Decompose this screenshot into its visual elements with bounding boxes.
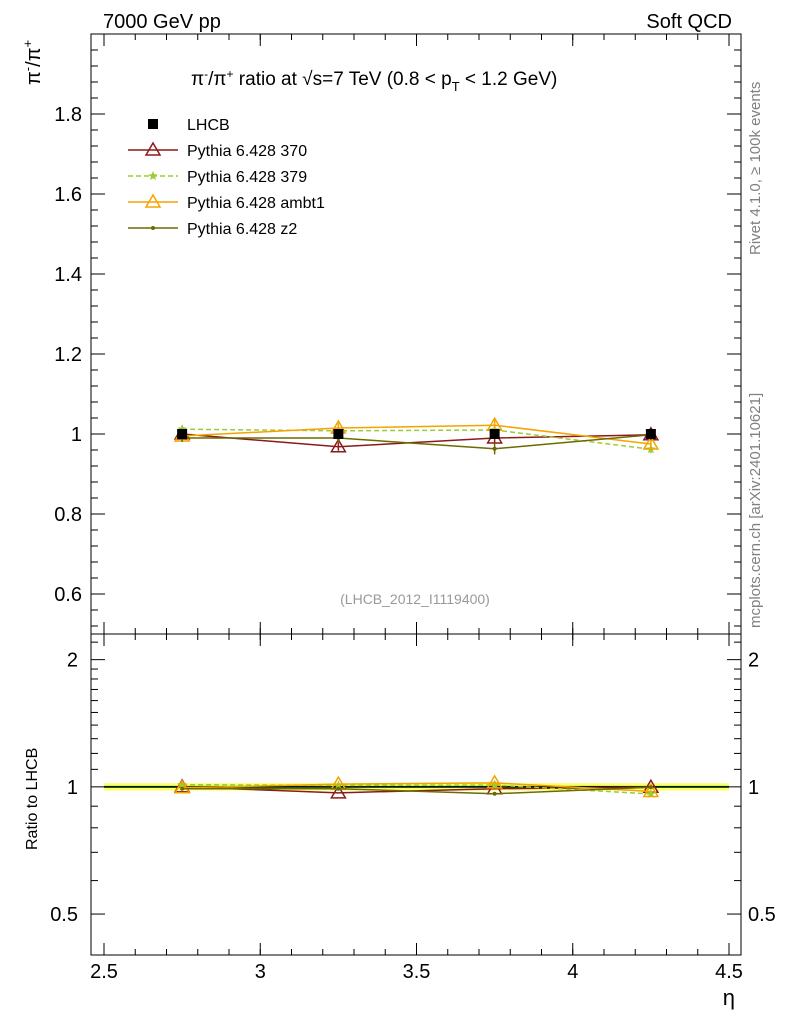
series-pythia-6-428-ambt1-line — [182, 424, 651, 445]
y-tick-label: 0.6 — [54, 584, 82, 606]
chart-title: π-/π+ ratio at √s=7 TeV (0.8 < pT < 1.2 … — [191, 67, 557, 94]
series-pythia-6-428-ambt1-ratio-point — [642, 783, 660, 798]
series-pythia-6-428-379-ratio-point — [646, 788, 656, 798]
legend-pythia-6-428-ambt1-marker — [144, 193, 162, 208]
ratio-plot-frame — [90, 633, 742, 956]
series-pythia-6-428-379-ratio-point — [177, 779, 187, 789]
x-axis-label: η — [723, 985, 735, 1010]
series-pythia-6-428-ambt1-point — [642, 435, 660, 450]
series-lhcb-point — [333, 429, 344, 439]
legend-pythia-6-428-ambt1-label: Pythia 6.428 ambt1 — [187, 195, 325, 212]
series-lhcb-point — [489, 429, 500, 439]
ratio-y-tick-label: 1 — [67, 777, 78, 799]
y-tick-label: 1.2 — [54, 344, 82, 366]
series-lhcb-point — [645, 429, 656, 439]
x-tick-label: 3.5 — [403, 961, 431, 983]
ratio-y-tick-label-right: 1 — [748, 777, 759, 799]
ratio-y-tick-label: 0.5 — [50, 904, 78, 926]
series-lhcb-point — [177, 429, 188, 439]
series-pythia-6-428-370-ratio-point — [330, 784, 347, 799]
ratio-y-tick-label-right: 0.5 — [748, 904, 776, 926]
y-tick-label: 1 — [71, 424, 82, 446]
header-right-label: Soft QCD — [646, 11, 732, 33]
legend-pythia-6-428-379-label: Pythia 6.428 379 — [187, 169, 307, 186]
series-pythia-6-428-ambt1-ratio-point — [173, 779, 191, 794]
legend-pythia-6-428-379-marker — [148, 171, 158, 181]
ratio-y-axis-label: Ratio to LHCB — [24, 748, 41, 850]
mcplots-label: mcplots.cern.ch [arXiv:2401.10621] — [747, 393, 764, 628]
legend-pythia-6-428-z2-marker — [151, 226, 155, 230]
series-pythia-6-428-379-ratio-line — [182, 783, 651, 795]
series-pythia-6-428-z2-ratio-point — [492, 791, 497, 796]
legend-pythia-6-428-370-label: Pythia 6.428 370 — [187, 143, 307, 160]
main-series-layer — [173, 416, 660, 455]
ratio-y-tick-label-right: 2 — [748, 650, 759, 672]
ratio-series-layer — [173, 774, 660, 799]
series-pythia-6-428-z2-ratio-point — [648, 785, 653, 790]
y-tick-label: 0.8 — [54, 504, 82, 526]
x-tick-label: 4.5 — [715, 961, 743, 983]
rivet-version-label: Rivet 4.1.0, ≥ 100k events — [747, 82, 764, 255]
series-pythia-6-428-370-point — [330, 438, 347, 453]
series-pythia-6-428-370-line — [182, 433, 651, 448]
series-pythia-6-428-ambt1-ratio-point — [486, 774, 503, 789]
legend-pythia-6-428-z2-label: Pythia 6.428 z2 — [187, 221, 297, 238]
y-tick-label: 1.6 — [54, 184, 82, 206]
ratio-y-tick-label: 2 — [67, 650, 78, 672]
axis-ticks-layer: 2.5 3 3.5 4 4.5 0.6 0.8 1 1.2 1.4 1.6 1.8 0.5 0.5 1 1 2 2 — [50, 34, 776, 983]
main-y-axis-label: π-/π+ — [20, 40, 45, 85]
series-pythia-6-428-ambt1-ratio-line — [182, 782, 651, 793]
series-pythia-6-428-z2-ratio-point — [180, 786, 185, 791]
series-pythia-6-428-379-line — [182, 428, 651, 450]
y-tick-label: 1.8 — [54, 104, 82, 126]
series-pythia-6-428-379-ratio-point — [333, 780, 344, 790]
legend-lhcb-marker — [148, 119, 158, 129]
x-tick-label: 3 — [255, 961, 266, 983]
series-pythia-6-428-z2-ratio-line — [182, 786, 651, 795]
analysis-watermark: (LHCB_2012_I1119400) — [340, 591, 490, 607]
series-pythia-6-428-z2-ratio-point — [336, 786, 341, 791]
series-pythia-6-428-z2-line — [182, 434, 651, 450]
legend: LHCB Pythia 6.428 370 Pythia 6.428 379 Pyth… — [128, 117, 325, 238]
legend-lhcb-label: LHCB — [187, 117, 230, 134]
x-tick-label: 2.5 — [90, 961, 118, 983]
series-pythia-6-428-z2-point — [492, 446, 497, 451]
legend-pythia-6-428-370-marker — [144, 141, 162, 156]
header-left-label: 7000 GeV pp — [103, 11, 221, 33]
series-pythia-6-428-379-ratio-point — [489, 780, 500, 790]
x-tick-label: 4 — [567, 961, 578, 983]
y-tick-label: 1.4 — [54, 264, 82, 286]
